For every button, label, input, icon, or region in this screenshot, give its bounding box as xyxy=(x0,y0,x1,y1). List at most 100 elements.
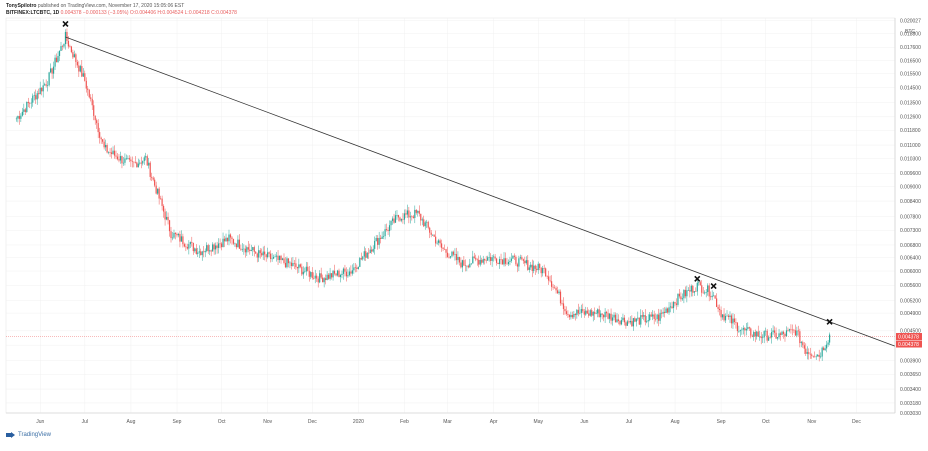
candle-body xyxy=(36,93,38,100)
candle-body xyxy=(391,218,394,221)
candle-body xyxy=(206,245,208,251)
candle-body xyxy=(695,291,697,292)
candle-body xyxy=(530,264,532,268)
candle-body xyxy=(744,328,746,331)
candle-body xyxy=(555,287,557,291)
candle-body xyxy=(775,332,777,339)
candle-body xyxy=(397,215,400,218)
candle-body xyxy=(689,290,691,292)
candle-body xyxy=(704,292,706,294)
candle-body xyxy=(119,156,122,161)
candle-body xyxy=(69,46,71,48)
candle-body xyxy=(232,239,235,244)
x-marker-stroke xyxy=(826,318,833,325)
candle-body xyxy=(200,251,202,256)
candle-body xyxy=(665,308,667,313)
candle-body xyxy=(350,271,352,274)
time-axis[interactable]: Jun Jul Aug Sep Oct Nov Dec 2020 Feb Mar Apr May Jun… xyxy=(6,412,895,425)
candle-body xyxy=(332,270,334,278)
candle-body xyxy=(509,260,511,263)
candle-body xyxy=(567,313,569,315)
candle-body xyxy=(626,321,629,326)
candle-body xyxy=(280,255,282,260)
candle-body xyxy=(353,267,355,271)
candle-body xyxy=(637,317,639,319)
y-tick-label: 0.003030 xyxy=(900,411,921,417)
price-axis[interactable]: BTC 0.020027 0.018800 0.017600 0.016500 0.015… xyxy=(894,18,922,417)
candle-body xyxy=(757,331,759,337)
candle-body xyxy=(827,342,829,345)
candle-body xyxy=(805,348,807,354)
candle-body xyxy=(570,314,572,318)
y-tick-label: 0.007300 xyxy=(900,228,921,234)
candle-body xyxy=(580,309,582,313)
candle-body xyxy=(662,311,664,314)
candle-body xyxy=(782,331,785,334)
x-tick-label: Aug xyxy=(126,419,135,425)
candle-body xyxy=(820,356,822,358)
candle-body xyxy=(329,273,331,279)
candle-body xyxy=(739,330,741,332)
candle-body xyxy=(203,251,205,253)
candle-body xyxy=(485,260,487,261)
candle-body xyxy=(244,248,246,253)
candle-body xyxy=(779,333,782,335)
candle-body xyxy=(741,329,743,331)
candle-body xyxy=(546,276,548,277)
candle-body xyxy=(464,265,466,267)
candle-body xyxy=(357,266,359,269)
candle-body xyxy=(800,342,802,344)
candle-body xyxy=(18,116,20,119)
candle-body xyxy=(721,314,724,318)
candle-body xyxy=(439,240,441,244)
candle-body xyxy=(742,328,744,330)
candle-body xyxy=(118,159,120,161)
ohlc-open: O:0.004406 xyxy=(129,10,157,16)
candle-body xyxy=(64,31,67,45)
candle-body xyxy=(377,237,379,245)
candle-body xyxy=(183,244,185,247)
candle-body xyxy=(277,255,279,260)
candle-body xyxy=(293,262,296,264)
candle-body xyxy=(473,256,475,258)
y-tick-label: 0.004900 xyxy=(900,311,921,317)
candle-body xyxy=(66,31,68,41)
candle-body xyxy=(130,159,132,162)
candle-body xyxy=(445,249,447,253)
candle-body xyxy=(735,321,737,323)
candle-body xyxy=(784,333,786,337)
candle-body xyxy=(668,307,670,313)
candle-body xyxy=(85,80,87,89)
candle-body xyxy=(354,267,356,269)
candle-body xyxy=(140,162,142,164)
candle-body xyxy=(100,137,102,140)
candle-body xyxy=(512,255,514,259)
candle-body xyxy=(128,158,130,160)
candle-body xyxy=(589,310,591,316)
candle-body xyxy=(75,54,77,63)
candle-body xyxy=(323,278,325,283)
candle-body xyxy=(372,248,374,252)
candle-body xyxy=(817,354,819,357)
candle-body xyxy=(275,255,278,257)
candle-body xyxy=(793,329,795,331)
candle-body xyxy=(185,246,187,248)
candle-body xyxy=(313,278,315,279)
candle-body xyxy=(57,55,59,63)
candle-body xyxy=(586,310,588,314)
candle-body xyxy=(650,314,652,317)
candle-body xyxy=(562,303,565,310)
candle-body xyxy=(726,315,728,317)
candle-body xyxy=(35,95,37,100)
candle-body xyxy=(252,247,254,251)
candle-body xyxy=(284,262,287,268)
candle-body xyxy=(326,274,328,280)
footer[interactable]: TradingView xyxy=(6,432,51,438)
candle-body xyxy=(454,254,456,255)
candle-body xyxy=(597,309,599,314)
candle-body xyxy=(290,262,293,267)
candle-body xyxy=(154,179,156,186)
candle-body xyxy=(295,263,297,267)
candle-body xyxy=(824,348,826,351)
